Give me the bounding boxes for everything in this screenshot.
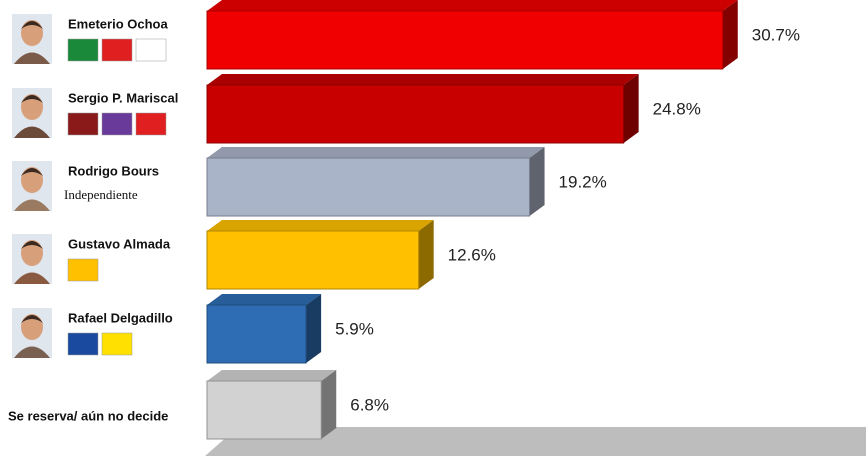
value-label: 24.8% [653, 99, 701, 118]
candidate-name: Rafael Delgadillo [68, 310, 173, 325]
bar-top [207, 147, 545, 158]
value-label: 5.9% [335, 319, 374, 338]
photo-hair [21, 21, 43, 29]
bar-side [722, 0, 738, 69]
photo-face [21, 94, 43, 120]
bar-side [306, 294, 322, 363]
photo-face [21, 167, 43, 193]
candidate-photo [12, 234, 52, 284]
value-label: 30.7% [752, 25, 800, 44]
photo-face [21, 314, 43, 340]
candidate-name: Rodrigo Bours [68, 163, 159, 178]
photo-body [14, 126, 50, 138]
bar-side [529, 147, 545, 216]
photo-hair [21, 315, 43, 323]
bar [206, 157, 531, 217]
bar-side [321, 370, 337, 439]
photo-face [21, 240, 43, 266]
candidate-photo [12, 88, 52, 138]
bar [206, 304, 307, 364]
bar-side [623, 74, 639, 143]
photo-body [14, 346, 50, 358]
party-logo [67, 258, 99, 282]
affiliation: Independiente [64, 187, 138, 202]
bar-top [207, 0, 738, 11]
value-label: 6.8% [350, 395, 389, 414]
photo-body [14, 199, 50, 211]
bar-top [207, 74, 639, 85]
candidate-photo [12, 161, 52, 211]
value-label: 19.2% [559, 172, 607, 191]
party-logo [67, 332, 99, 356]
candidate-name: Emeterio Ochoa [68, 16, 168, 31]
bar-top [207, 370, 337, 381]
party-logo [135, 112, 167, 136]
photo-hair [21, 95, 43, 103]
bar [206, 380, 322, 440]
value-label: 12.6% [448, 245, 496, 264]
category-label: Se reserva/ aún no decide [8, 408, 168, 423]
photo-body [14, 272, 50, 284]
party-logo [67, 38, 99, 62]
photo-face [21, 20, 43, 46]
bar-side [418, 220, 434, 289]
bar [206, 84, 625, 144]
bar-top [207, 294, 322, 305]
party-logo [135, 38, 167, 62]
photo-hair [21, 241, 43, 249]
party-logo [101, 38, 133, 62]
candidate-name: Sergio P. Mariscal [68, 90, 178, 105]
bar [206, 230, 420, 290]
party-logo [101, 112, 133, 136]
candidate-photo [12, 14, 52, 64]
photo-hair [21, 168, 43, 176]
party-logo [67, 112, 99, 136]
bar [206, 10, 724, 70]
photo-body [14, 52, 50, 64]
floor [205, 427, 866, 456]
candidate-photo [12, 308, 52, 358]
bar-top [207, 220, 434, 231]
candidate-name: Gustavo Almada [68, 236, 171, 251]
party-logo [101, 332, 133, 356]
